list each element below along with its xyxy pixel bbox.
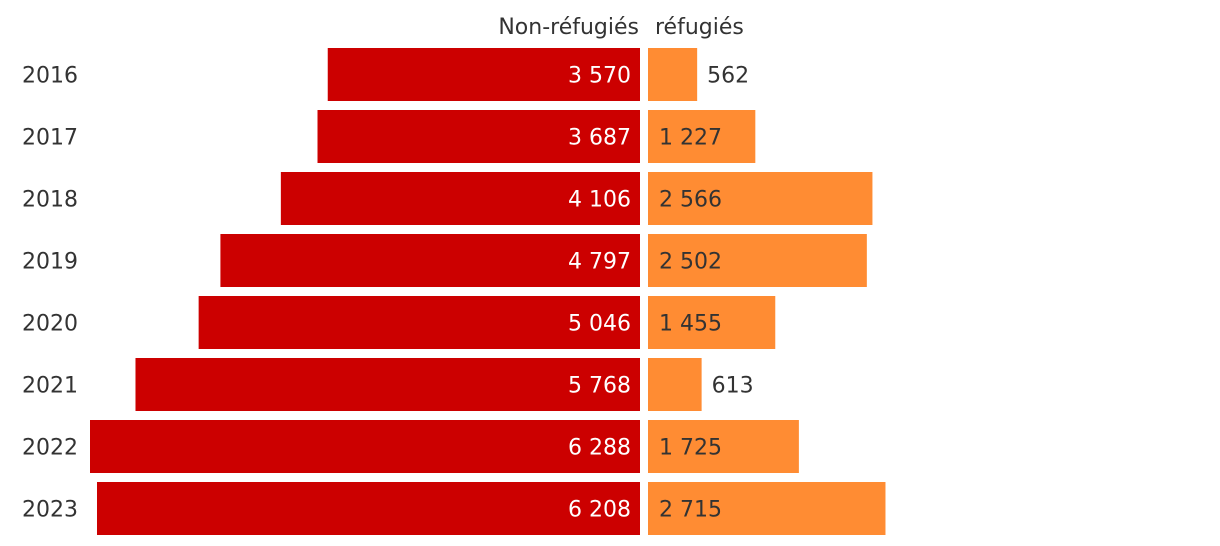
- value-label-non-refugies: 6 288: [568, 436, 631, 461]
- bar-rows: 2016 3 570 562 2017 3 687 1 227 2018 4 106 2 566…: [22, 48, 886, 535]
- bar-non-refugies: [90, 420, 640, 473]
- bar-refugies: [648, 482, 886, 535]
- year-label: 2016: [22, 64, 78, 89]
- value-label-refugies: 1 725: [659, 436, 722, 461]
- value-label-refugies: 562: [707, 64, 749, 89]
- year-label: 2023: [22, 498, 78, 523]
- bar-refugies: [648, 358, 702, 411]
- year-label: 2021: [22, 374, 78, 399]
- value-label-refugies: 2 566: [659, 188, 722, 213]
- value-label-non-refugies: 4 106: [568, 188, 631, 213]
- bar-refugies: [648, 172, 873, 225]
- bar-non-refugies: [96, 482, 641, 535]
- bar-non-refugies: [198, 296, 640, 349]
- value-label-non-refugies: 3 687: [568, 126, 631, 151]
- bar-non-refugies: [220, 234, 640, 287]
- legend-refugies: réfugiés: [655, 15, 744, 40]
- bar-non-refugies: [327, 48, 640, 101]
- year-label: 2018: [22, 188, 78, 213]
- value-label-refugies: 1 227: [659, 126, 722, 151]
- year-label: 2017: [22, 126, 78, 151]
- value-label-non-refugies: 4 797: [568, 250, 631, 275]
- year-label: 2022: [22, 436, 78, 461]
- value-label-refugies: 1 455: [659, 312, 722, 337]
- value-label-refugies: 2 715: [659, 498, 722, 523]
- bar-refugies: [648, 48, 698, 101]
- bar-refugies: [648, 234, 867, 287]
- bar-refugies: [648, 110, 756, 163]
- value-label-non-refugies: 5 768: [568, 374, 631, 399]
- value-label-refugies: 2 502: [659, 250, 722, 275]
- bar-non-refugies: [317, 110, 640, 163]
- value-label-refugies: 613: [712, 374, 754, 399]
- bar-non-refugies: [135, 358, 640, 411]
- value-label-non-refugies: 3 570: [568, 64, 631, 89]
- bar-refugies: [648, 296, 776, 349]
- year-label: 2019: [22, 250, 78, 275]
- year-label: 2020: [22, 312, 78, 337]
- legend-non-refugies: Non-réfugiés: [498, 15, 639, 40]
- bar-refugies: [648, 420, 799, 473]
- value-label-non-refugies: 5 046: [568, 312, 631, 337]
- bar-non-refugies: [280, 172, 640, 225]
- value-label-non-refugies: 6 208: [568, 498, 631, 523]
